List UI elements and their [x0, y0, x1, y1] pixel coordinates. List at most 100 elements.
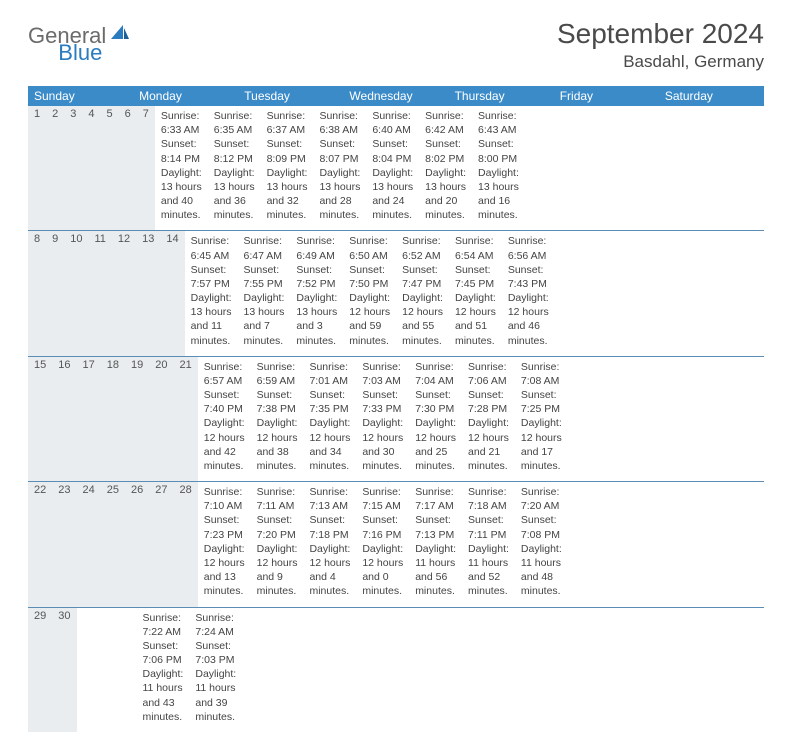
daybody-row: Sunrise: 6:57 AMSunset: 7:40 PMDaylight:… [198, 357, 568, 481]
day-number: 13 [136, 231, 160, 355]
daybody-row: Sunrise: 7:22 AMSunset: 7:06 PMDaylight:… [137, 608, 303, 732]
sunset-text: Sunset: 7:28 PM [468, 388, 509, 416]
day-number: 8 [28, 231, 46, 355]
daylight-text: Daylight: 12 hours and 25 minutes. [415, 416, 456, 473]
day-number: 9 [46, 231, 64, 355]
sunrise-text: Sunrise: 7:08 AM [521, 360, 562, 388]
sunrise-text: Sunrise: 7:03 AM [362, 360, 403, 388]
sunrise-text: Sunrise: 6:35 AM [214, 109, 255, 137]
sunrise-text: Sunrise: 6:49 AM [296, 234, 337, 262]
sunrise-text: Sunrise: 6:42 AM [425, 109, 466, 137]
day-number: 5 [101, 106, 119, 230]
sunset-text: Sunset: 7:45 PM [455, 263, 496, 291]
weekday-header-cell: Wednesday [343, 86, 448, 106]
day-number: 14 [160, 231, 184, 355]
day-body: Sunrise: 7:24 AMSunset: 7:03 PMDaylight:… [189, 608, 242, 732]
daylight-text: Daylight: 11 hours and 52 minutes. [468, 542, 509, 599]
day-body: Sunrise: 6:54 AMSunset: 7:45 PMDaylight:… [449, 231, 502, 355]
daynum-row: 22232425262728 [28, 482, 198, 606]
weekday-header-cell: Thursday [449, 86, 554, 106]
daynum-row: 891011121314 [28, 231, 185, 355]
sunrise-text: Sunrise: 7:15 AM [362, 485, 403, 513]
daybody-row: Sunrise: 6:45 AMSunset: 7:57 PMDaylight:… [185, 231, 555, 355]
sunset-text: Sunset: 7:25 PM [521, 388, 562, 416]
logo: General Blue [28, 18, 176, 47]
daylight-text: Daylight: 12 hours and 13 minutes. [204, 542, 245, 599]
day-number: 25 [101, 482, 125, 606]
weekday-header-cell: Monday [133, 86, 238, 106]
sunrise-text: Sunrise: 7:20 AM [521, 485, 562, 513]
sunset-text: Sunset: 7:30 PM [415, 388, 456, 416]
sunset-text: Sunset: 8:04 PM [372, 137, 413, 165]
daylight-text: Daylight: 12 hours and 0 minutes. [362, 542, 403, 599]
sunrise-text: Sunrise: 6:59 AM [257, 360, 298, 388]
day-body [242, 608, 254, 732]
day-number: 19 [125, 357, 149, 481]
daylight-text: Daylight: 13 hours and 7 minutes. [244, 291, 285, 348]
daylight-text: Daylight: 12 hours and 30 minutes. [362, 416, 403, 473]
day-number: 10 [64, 231, 88, 355]
sunset-text: Sunset: 7:03 PM [195, 639, 236, 667]
daylight-text: Daylight: 13 hours and 32 minutes. [267, 166, 308, 223]
day-body: Sunrise: 7:03 AMSunset: 7:33 PMDaylight:… [356, 357, 409, 481]
day-number: 3 [64, 106, 82, 230]
daylight-text: Daylight: 13 hours and 11 minutes. [191, 291, 232, 348]
day-body: Sunrise: 6:40 AMSunset: 8:04 PMDaylight:… [366, 106, 419, 230]
daylight-text: Daylight: 11 hours and 48 minutes. [521, 542, 562, 599]
sunrise-text: Sunrise: 6:50 AM [349, 234, 390, 262]
day-number: 29 [28, 608, 52, 732]
sunset-text: Sunset: 7:38 PM [257, 388, 298, 416]
daylight-text: Daylight: 12 hours and 59 minutes. [349, 291, 390, 348]
sunset-text: Sunset: 7:06 PM [143, 639, 184, 667]
sunrise-text: Sunrise: 7:06 AM [468, 360, 509, 388]
logo-sail-icon [110, 24, 130, 47]
day-number: 16 [52, 357, 76, 481]
page-title: September 2024 [557, 18, 764, 50]
week-row: 1234567Sunrise: 6:33 AMSunset: 8:14 PMDa… [28, 106, 764, 231]
sunrise-text: Sunrise: 7:22 AM [143, 611, 184, 639]
daylight-text: Daylight: 12 hours and 51 minutes. [455, 291, 496, 348]
week-row: 2930Sunrise: 7:22 AMSunset: 7:06 PMDayli… [28, 608, 764, 732]
sunrise-text: Sunrise: 7:17 AM [415, 485, 456, 513]
sunset-text: Sunset: 8:07 PM [319, 137, 360, 165]
daylight-text: Daylight: 12 hours and 21 minutes. [468, 416, 509, 473]
day-number [89, 608, 101, 732]
day-body: Sunrise: 6:49 AMSunset: 7:52 PMDaylight:… [290, 231, 343, 355]
day-body: Sunrise: 7:10 AMSunset: 7:23 PMDaylight:… [198, 482, 251, 606]
day-number [113, 608, 125, 732]
sunrise-text: Sunrise: 7:13 AM [309, 485, 350, 513]
day-body [266, 608, 278, 732]
day-number: 18 [101, 357, 125, 481]
daylight-text: Daylight: 13 hours and 3 minutes. [296, 291, 337, 348]
day-number: 6 [119, 106, 137, 230]
daybody-row: Sunrise: 6:33 AMSunset: 8:14 PMDaylight:… [155, 106, 525, 230]
sunset-text: Sunset: 7:13 PM [415, 513, 456, 541]
daylight-text: Daylight: 11 hours and 43 minutes. [143, 667, 184, 724]
weekday-header-cell: Tuesday [238, 86, 343, 106]
day-body [290, 608, 302, 732]
sunrise-text: Sunrise: 6:57 AM [204, 360, 245, 388]
sunset-text: Sunset: 8:14 PM [161, 137, 202, 165]
weekday-header-cell: Saturday [659, 86, 764, 106]
sunset-text: Sunset: 7:57 PM [191, 263, 232, 291]
day-number: 11 [89, 231, 112, 355]
sunrise-text: Sunrise: 6:38 AM [319, 109, 360, 137]
sunrise-text: Sunrise: 7:18 AM [468, 485, 509, 513]
sunrise-text: Sunrise: 7:01 AM [309, 360, 350, 388]
sunrise-text: Sunrise: 6:43 AM [478, 109, 519, 137]
daylight-text: Daylight: 13 hours and 24 minutes. [372, 166, 413, 223]
day-body: Sunrise: 6:59 AMSunset: 7:38 PMDaylight:… [251, 357, 304, 481]
day-body: Sunrise: 6:45 AMSunset: 7:57 PMDaylight:… [185, 231, 238, 355]
daylight-text: Daylight: 12 hours and 38 minutes. [257, 416, 298, 473]
daylight-text: Daylight: 13 hours and 40 minutes. [161, 166, 202, 223]
sunset-text: Sunset: 7:35 PM [309, 388, 350, 416]
sunset-text: Sunset: 7:08 PM [521, 513, 562, 541]
day-number: 22 [28, 482, 52, 606]
day-body: Sunrise: 7:11 AMSunset: 7:20 PMDaylight:… [251, 482, 304, 606]
day-number [101, 608, 113, 732]
weekday-header-cell: Friday [554, 86, 659, 106]
daylight-text: Daylight: 11 hours and 39 minutes. [195, 667, 236, 724]
daynum-row: 15161718192021 [28, 357, 198, 481]
sunrise-text: Sunrise: 6:45 AM [191, 234, 232, 262]
sunset-text: Sunset: 7:20 PM [257, 513, 298, 541]
